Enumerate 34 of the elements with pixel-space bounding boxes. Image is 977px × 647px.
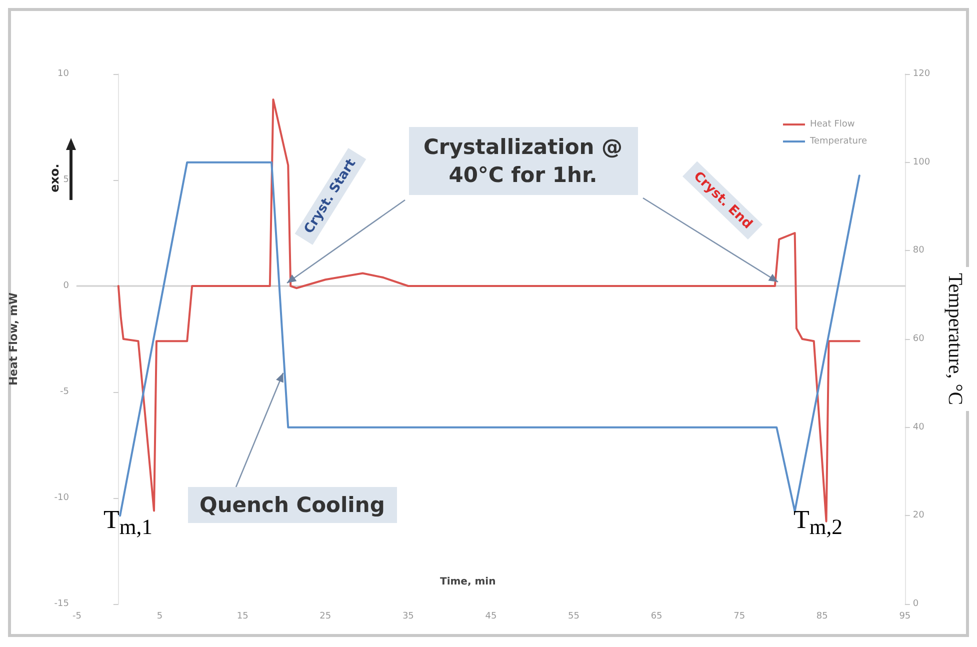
- x-tick-label: 45: [485, 612, 497, 622]
- y-tick-label: -5: [60, 387, 69, 397]
- y2-tick-label: 60: [912, 334, 925, 344]
- x-tick-label: 25: [320, 612, 332, 622]
- y-tick-label: 0: [63, 281, 70, 291]
- annotation: T$_{m,2}$: [794, 504, 842, 540]
- y2-tick-label: 120: [912, 69, 930, 79]
- y-tick-label: 10: [58, 69, 70, 79]
- y2-tick-label: 100: [912, 157, 930, 168]
- y-tick-label: -10: [54, 493, 70, 503]
- y2-axis-title: Temperature, °C: [944, 272, 966, 406]
- x-tick-label: 35: [402, 612, 414, 622]
- y2-tick-label: 0: [912, 599, 919, 609]
- y-tick-label: 5: [63, 175, 69, 185]
- legend-label: Temperature: [808, 136, 868, 146]
- x-tick-label: 95: [899, 612, 911, 622]
- y2-tick-label: 40: [912, 422, 925, 432]
- annotation: Quench Cooling: [188, 487, 397, 523]
- legend-label: Heat Flow: [810, 120, 855, 130]
- x-axis-title: Time, min: [440, 576, 496, 588]
- y2-tick-label: 80: [912, 246, 925, 256]
- x-tick-label: 75: [734, 612, 746, 622]
- x-tick-label: 65: [650, 612, 662, 622]
- y2-tick-label: 20: [912, 510, 925, 521]
- y-axis-title: Heat Flow, mW: [7, 292, 20, 386]
- y-tick-label: -15: [54, 599, 69, 609]
- annotation: T$_{m,1}$: [104, 504, 152, 540]
- annotation: Crystallization @ 40°C for 1hr.: [408, 126, 638, 196]
- x-tick-label: 85: [816, 612, 828, 622]
- x-tick-label: -5: [72, 612, 82, 622]
- text: exo.: [46, 164, 61, 192]
- x-tick-label: 15: [236, 612, 248, 622]
- x-tick-label: 55: [568, 612, 580, 622]
- x-tick-label: 5: [156, 612, 163, 622]
